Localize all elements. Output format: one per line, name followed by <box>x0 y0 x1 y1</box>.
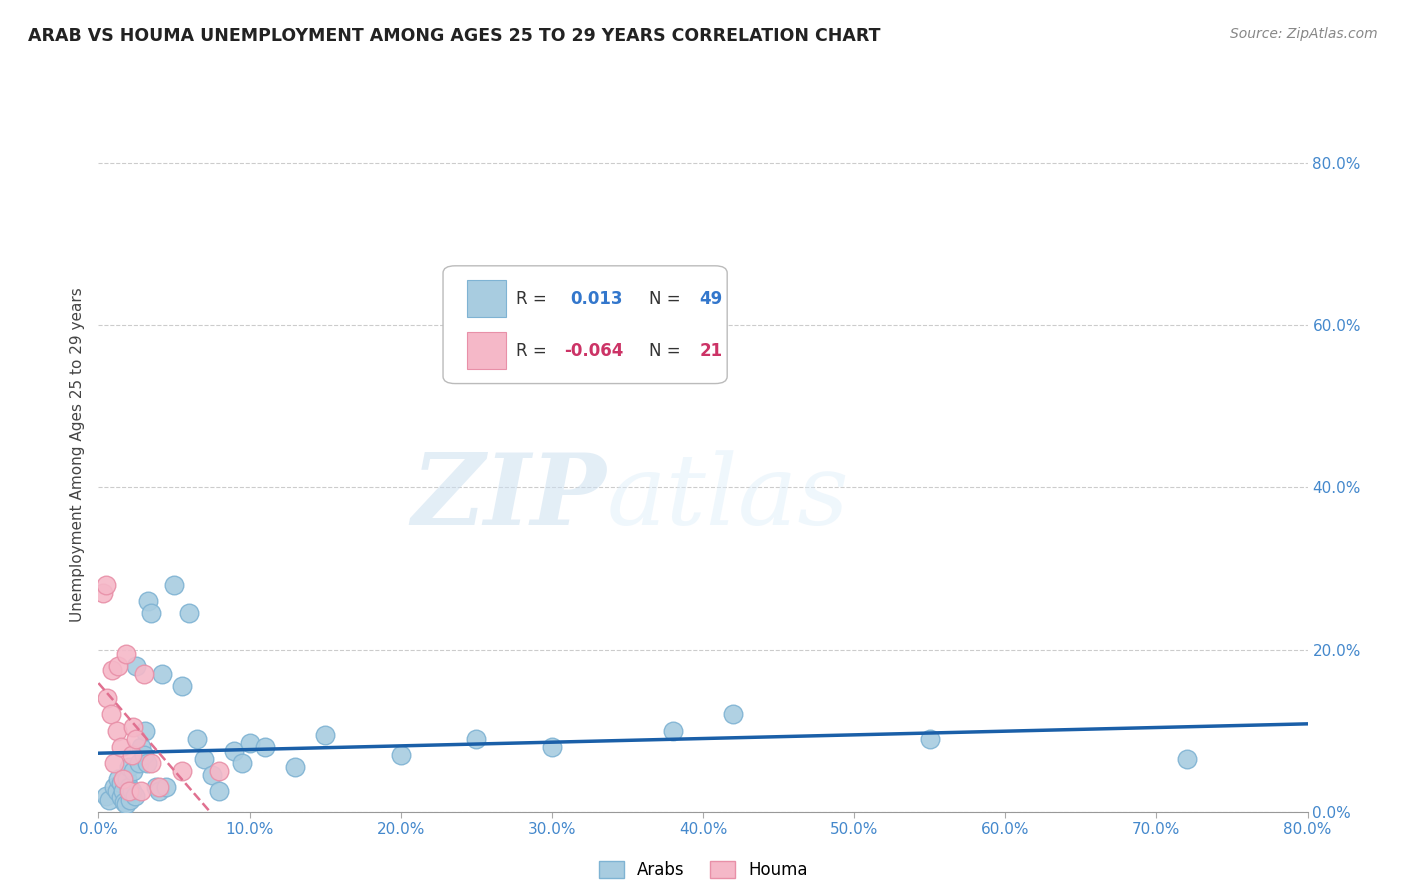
Legend: Arabs, Houma: Arabs, Houma <box>592 854 814 886</box>
Point <box>721 707 744 722</box>
Point <box>105 784 128 798</box>
Point <box>125 658 148 673</box>
Point <box>121 747 143 762</box>
Point <box>201 768 224 782</box>
Point <box>186 731 208 746</box>
Point <box>114 797 136 811</box>
Text: -0.064: -0.064 <box>564 342 623 359</box>
Text: R =: R = <box>516 290 547 308</box>
Point <box>107 772 129 787</box>
Point <box>141 756 163 770</box>
Point <box>124 789 146 803</box>
Point <box>145 780 167 795</box>
Point <box>177 606 201 620</box>
Point <box>314 728 336 742</box>
Point <box>110 776 132 790</box>
Point <box>114 647 136 661</box>
Point <box>101 663 124 677</box>
Point <box>118 780 141 795</box>
Point <box>121 784 143 798</box>
Point <box>540 739 562 754</box>
Point <box>284 760 307 774</box>
Point <box>118 784 141 798</box>
Point <box>103 780 125 795</box>
Point <box>94 789 117 803</box>
Point <box>163 577 186 591</box>
Point <box>208 764 231 779</box>
Point <box>110 790 132 805</box>
Point <box>136 594 159 608</box>
Point <box>103 756 125 770</box>
Point <box>129 784 152 798</box>
FancyBboxPatch shape <box>467 332 506 369</box>
Point <box>170 679 193 693</box>
Point <box>122 764 145 779</box>
Text: 21: 21 <box>699 342 723 359</box>
Point <box>94 577 117 591</box>
Point <box>132 747 155 762</box>
Point <box>253 739 276 754</box>
Point <box>135 756 157 770</box>
Point <box>231 756 253 770</box>
Point <box>208 784 231 798</box>
Point <box>125 731 148 746</box>
Point <box>98 792 121 806</box>
Text: 49: 49 <box>699 290 723 308</box>
Point <box>105 723 128 738</box>
Y-axis label: Unemployment Among Ages 25 to 29 years: Unemployment Among Ages 25 to 29 years <box>69 287 84 623</box>
Point <box>141 606 163 620</box>
Point <box>91 586 114 600</box>
Point <box>148 780 170 795</box>
Text: R =: R = <box>516 342 547 359</box>
Point <box>155 780 177 795</box>
FancyBboxPatch shape <box>467 280 506 318</box>
Point <box>148 784 170 798</box>
Point <box>111 772 134 787</box>
Point <box>128 756 150 770</box>
Point <box>170 764 193 779</box>
Point <box>193 752 215 766</box>
Text: 0.013: 0.013 <box>569 290 623 308</box>
Text: Source: ZipAtlas.com: Source: ZipAtlas.com <box>1230 27 1378 41</box>
Point <box>122 720 145 734</box>
Text: ARAB VS HOUMA UNEMPLOYMENT AMONG AGES 25 TO 29 YEARS CORRELATION CHART: ARAB VS HOUMA UNEMPLOYMENT AMONG AGES 25… <box>28 27 880 45</box>
Point <box>1175 752 1198 766</box>
FancyBboxPatch shape <box>443 266 727 384</box>
Point <box>107 658 129 673</box>
Text: N =: N = <box>648 290 681 308</box>
Point <box>661 723 683 738</box>
Point <box>115 772 138 787</box>
Point <box>110 739 132 754</box>
Point <box>918 731 941 746</box>
Point <box>129 739 152 754</box>
Text: ZIP: ZIP <box>412 450 606 546</box>
Point <box>132 666 155 681</box>
Point <box>112 795 135 809</box>
Point <box>120 792 142 806</box>
Point <box>389 747 412 762</box>
Text: N =: N = <box>648 342 681 359</box>
Point <box>111 784 134 798</box>
Point <box>96 691 118 706</box>
Point <box>465 731 488 746</box>
Text: atlas: atlas <box>606 450 849 545</box>
Point <box>118 760 141 774</box>
Point <box>100 707 122 722</box>
Point <box>150 666 173 681</box>
Point <box>239 736 262 750</box>
Point <box>134 723 156 738</box>
Point <box>224 744 246 758</box>
